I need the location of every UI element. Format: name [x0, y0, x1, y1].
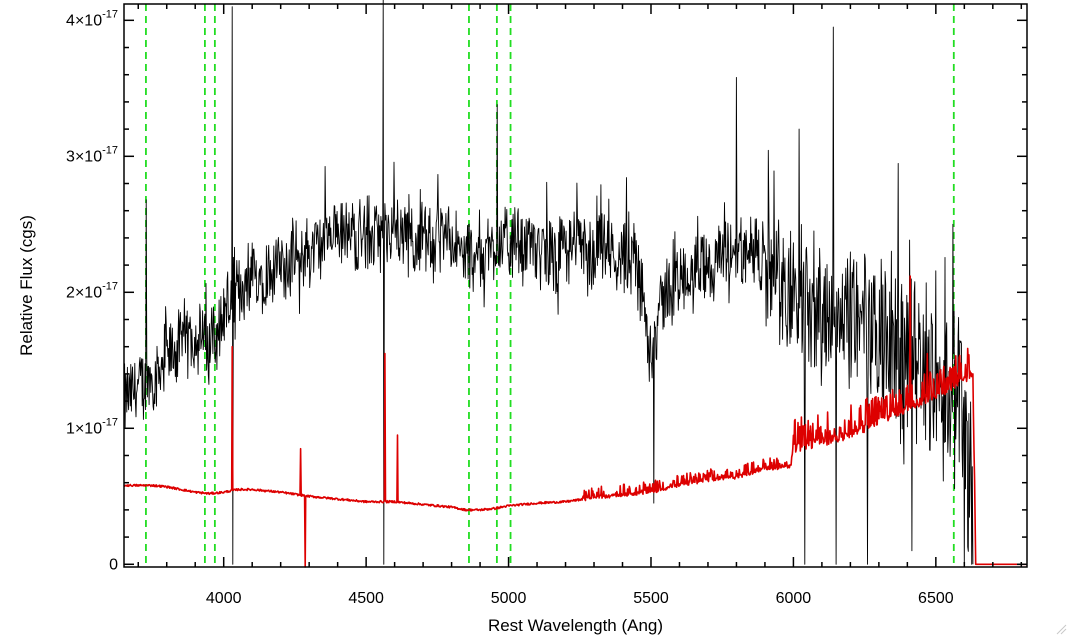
- y-tick-mantissa: 0: [109, 556, 118, 573]
- x-axis-title: Rest Wavelength (Ang): [488, 616, 663, 635]
- series-line-1: [123, 275, 1028, 568]
- y-axis-title: Relative Flux (cgs): [17, 215, 36, 356]
- x-tick-label: 5500: [633, 590, 669, 607]
- y-tick-label: 4×10-17: [66, 8, 118, 29]
- y-tick-mantissa: 1×10: [66, 420, 102, 437]
- line-markers: [145, 4, 955, 567]
- x-tick-label: 6000: [776, 590, 812, 607]
- x-tick-label: 6500: [918, 590, 954, 607]
- y-tick-label: 0: [109, 556, 118, 573]
- y-axis-ticks: 01×10-172×10-173×10-174×10-17: [66, 8, 1027, 573]
- x-tick-label: 5000: [491, 590, 527, 607]
- y-tick-mantissa: 4×10: [66, 12, 102, 29]
- y-tick-exponent: -17: [102, 144, 118, 156]
- x-tick-label: 4000: [206, 590, 242, 607]
- resize-grip-icon[interactable]: [1055, 623, 1067, 635]
- x-axis-ticks: 4000 4500 5000 5500 6000 6500: [137, 4, 1023, 607]
- y-tick-mantissa: 2×10: [66, 284, 102, 301]
- y-tick-exponent: -17: [102, 280, 118, 292]
- plot-frame: [123, 3, 1028, 568]
- series-line-0: [123, 0, 974, 565]
- y-tick-exponent: -17: [102, 416, 118, 428]
- y-tick-mantissa: 3×10: [66, 148, 102, 165]
- y-tick-label: 1×10-17: [66, 416, 118, 437]
- y-tick-label: 2×10-17: [66, 280, 118, 301]
- y-tick-label: 3×10-17: [66, 144, 118, 165]
- y-tick-exponent: -17: [102, 8, 118, 20]
- series-group: [123, 0, 1028, 568]
- x-tick-label: 4500: [348, 590, 384, 607]
